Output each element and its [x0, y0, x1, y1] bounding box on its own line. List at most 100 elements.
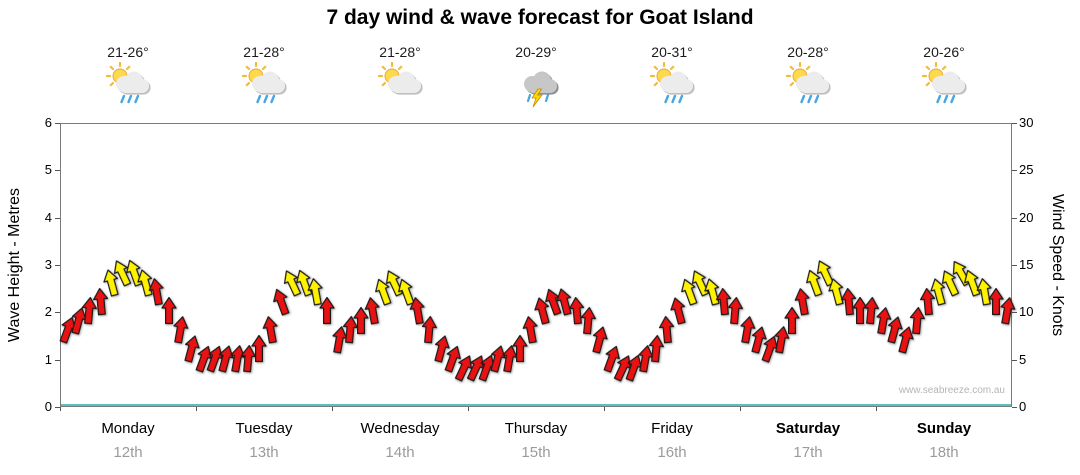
- wave-axis-tick: [55, 312, 60, 314]
- day-date: 16th: [657, 444, 687, 461]
- temperature-label: 21-28°: [243, 44, 285, 60]
- lightning-icon: [531, 88, 543, 108]
- wind-arrow: [439, 342, 465, 378]
- cloud-icon: [524, 71, 559, 95]
- wind-arrow: [521, 315, 542, 350]
- cloud-icon: [388, 71, 423, 95]
- wind-arrow: [407, 296, 428, 331]
- wind-arrow: [553, 286, 577, 322]
- wave-axis-tick-label: 2: [44, 304, 52, 320]
- page-title: 7 day wind & wave forecast for Goat Isla…: [326, 6, 754, 29]
- wind-arrow: [587, 324, 611, 360]
- wind-arrow: [960, 267, 986, 303]
- wind-arrow: [801, 267, 827, 303]
- wind-axis-tick: [1012, 359, 1017, 361]
- cloud-icon: [660, 71, 695, 95]
- day-date: 12th: [113, 444, 143, 461]
- temperature-label: 20-28°: [787, 44, 829, 60]
- weather-icon-sun-cloud-rain: [236, 61, 292, 108]
- wind-arrow: [91, 287, 110, 321]
- wind-arrow: [189, 342, 215, 378]
- wind-arrow: [825, 276, 849, 312]
- chart-baseline: [61, 404, 1011, 406]
- wind-arrow: [839, 287, 858, 321]
- wind-arrow: [100, 267, 124, 303]
- wind-arrow: [449, 352, 477, 389]
- wind-axis-tick-label: 0: [1019, 399, 1027, 414]
- cloud-icon: [932, 71, 967, 95]
- wind-arrow: [927, 276, 951, 312]
- wind-axis-tick: [1012, 265, 1017, 266]
- wind-arrow: [677, 276, 703, 312]
- day-name: Friday: [651, 420, 693, 437]
- wind-arrow: [974, 277, 995, 312]
- x-axis-tick: [196, 407, 197, 411]
- wind-axis-tick-label: 5: [1019, 351, 1027, 367]
- day-date: 17th: [793, 444, 823, 461]
- wave-axis-tick-label: 6: [44, 115, 52, 130]
- wave-axis-tick: [55, 265, 60, 266]
- day-name: Saturday: [775, 420, 841, 437]
- wind-arrow: [420, 315, 439, 349]
- wind-arrow: [919, 287, 938, 321]
- wave-axis-tick-label: 3: [44, 257, 52, 272]
- wind-arrow: [988, 287, 1004, 320]
- wind-arrow: [647, 334, 666, 368]
- weather-icon-sun-cloud-rain: [644, 61, 700, 108]
- day-name: Sunday: [916, 420, 972, 437]
- wind-arrow: [793, 286, 814, 321]
- day-name: Monday: [101, 420, 155, 437]
- wind-axis-tick: [1012, 170, 1017, 172]
- wind-arrow: [726, 296, 745, 330]
- wave-axis-tick-label: 0: [44, 399, 52, 414]
- wind-arrow: [907, 306, 926, 340]
- wind-arrow: [597, 342, 623, 378]
- wind-arrow: [121, 257, 147, 293]
- wind-arrow: [485, 343, 509, 379]
- wind-axis-tick-label: 20: [1019, 209, 1034, 225]
- wave-axis-tick-label: 1: [44, 351, 52, 367]
- wind-arrow: [109, 257, 137, 294]
- wind-arrow: [341, 315, 360, 349]
- rain-icon: [800, 94, 820, 104]
- wind-arrow: [862, 296, 881, 330]
- weather-icon-sun-cloud-rain: [916, 61, 972, 108]
- wind-arrow: [736, 315, 757, 350]
- rain-icon: [256, 94, 276, 104]
- wind-arrow: [147, 277, 168, 312]
- wave-axis-tick: [55, 217, 60, 219]
- wind-arrow: [531, 295, 555, 331]
- wind-arrow: [353, 306, 369, 339]
- temperature-label: 20-31°: [651, 44, 693, 60]
- cloud-icon: [116, 71, 151, 95]
- wind-arrow: [213, 343, 237, 379]
- wind-arrow: [371, 276, 397, 312]
- wind-axis-tick: [1012, 123, 1017, 124]
- wind-axis-tick: [1012, 407, 1017, 408]
- wind-arrow: [291, 267, 317, 303]
- wave-axis-tick: [55, 123, 60, 124]
- wind-arrow: [658, 315, 677, 349]
- day-name: Thursday: [504, 420, 568, 437]
- left-axis-title: Wave Height - Metres: [6, 187, 23, 343]
- wind-arrow: [893, 324, 917, 360]
- x-axis-tick: [740, 407, 741, 411]
- day-date: 18th: [929, 444, 959, 461]
- wind-axis-tick: [1012, 217, 1017, 219]
- wind-arrow: [305, 277, 326, 312]
- day-name: Tuesday: [235, 420, 293, 437]
- wind-arrow: [784, 306, 800, 339]
- day-date: 15th: [521, 444, 551, 461]
- wind-arrow: [512, 335, 528, 368]
- x-axis-tick: [332, 407, 333, 411]
- rain-icon: [664, 94, 684, 104]
- cloud-icon: [796, 71, 831, 95]
- wind-arrow: [201, 342, 227, 378]
- chart-plot-area: www.seabreeze.com.au: [59, 123, 1016, 407]
- weather-icon-sun-cloud: [372, 61, 428, 108]
- wind-arrow: [567, 296, 586, 330]
- rain-icon: [936, 94, 956, 104]
- wind-arrow: [746, 324, 770, 360]
- x-axis-tick: [468, 407, 469, 411]
